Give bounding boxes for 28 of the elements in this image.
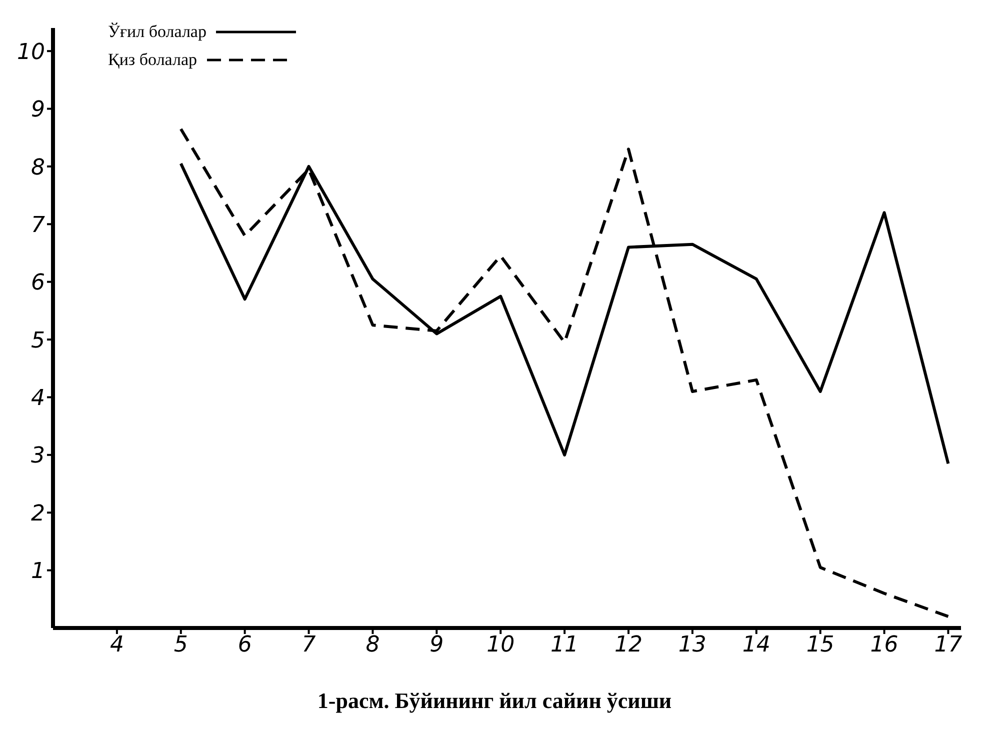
y-tick-label: 5 bbox=[31, 328, 45, 354]
x-tick-label: 9 bbox=[430, 632, 444, 658]
x-tick-label: 10 bbox=[486, 632, 515, 658]
x-tick-label: 15 bbox=[806, 632, 834, 658]
x-tick-label: 8 bbox=[366, 632, 380, 658]
x-tick-label: 7 bbox=[302, 632, 316, 658]
y-tick-label: 3 bbox=[31, 444, 45, 469]
line-series bbox=[179, 127, 950, 618]
y-tick-label: 4 bbox=[31, 386, 45, 412]
x-tick-label: 16 bbox=[870, 632, 898, 658]
x-tick-label: 17 bbox=[934, 632, 962, 658]
y-tick-label: 2 bbox=[31, 501, 45, 526]
legend-label: Ўғил болалар bbox=[108, 22, 206, 42]
x-tick-label: 13 bbox=[678, 632, 706, 658]
x-tick-label: 14 bbox=[742, 632, 770, 658]
x-tick-label: 11 bbox=[550, 632, 579, 658]
text: 1-расм. Бўйининг йил сайин ўсиши bbox=[316, 688, 673, 714]
y-tick-label: 9 bbox=[31, 98, 45, 123]
y-tick-label: 6 bbox=[31, 270, 45, 296]
x-tick-label: 6 bbox=[238, 632, 252, 658]
x-tick-label: 5 bbox=[174, 632, 188, 658]
legend-label: Қиз болалар bbox=[108, 50, 198, 70]
y-tick-label: 8 bbox=[31, 155, 45, 180]
y-tick-label: 7 bbox=[31, 212, 45, 238]
x-tick-label: 4 bbox=[110, 632, 124, 658]
x-tick-label: 12 bbox=[614, 632, 642, 658]
y-tick-label: 1 bbox=[31, 559, 45, 584]
y-tick-label: 10 bbox=[17, 40, 45, 65]
